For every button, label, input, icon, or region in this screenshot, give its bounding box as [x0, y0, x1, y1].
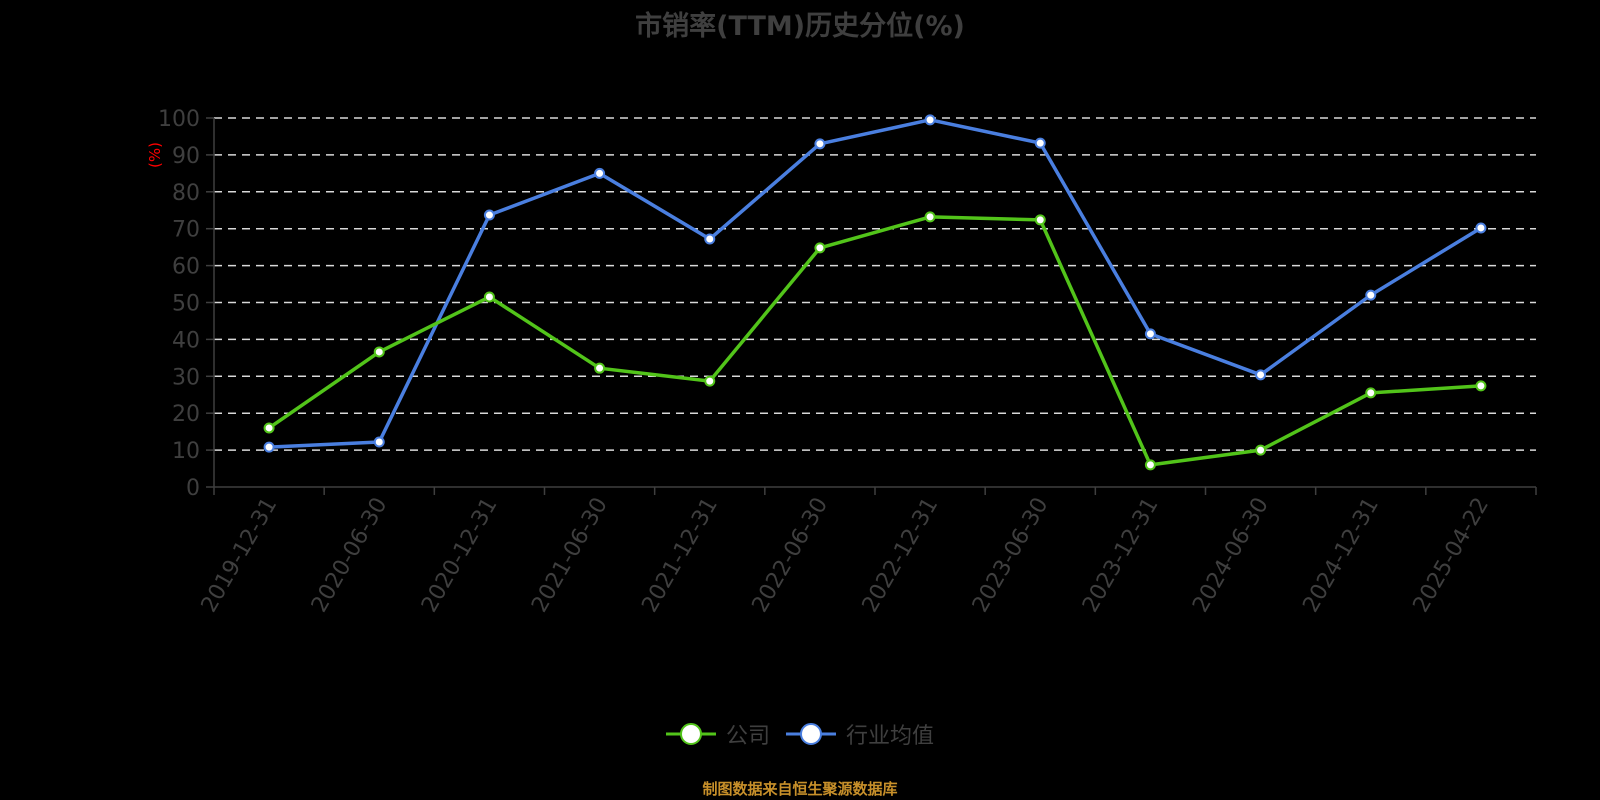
y-axis-label: (%)	[146, 142, 164, 168]
x-tick-label: 2020-06-30	[307, 494, 393, 617]
x-tick-label: 2019-12-31	[197, 494, 283, 617]
data-point[interactable]	[373, 346, 385, 358]
data-point[interactable]	[483, 209, 495, 221]
data-point[interactable]	[924, 114, 936, 126]
x-tick-label: 2025-04-22	[1409, 494, 1495, 617]
data-point[interactable]	[1475, 380, 1487, 392]
x-tick-label: 2022-06-30	[748, 494, 834, 617]
data-point[interactable]	[1475, 222, 1487, 234]
data-point[interactable]	[1365, 289, 1377, 301]
legend: 公司 行业均值	[0, 718, 1600, 750]
data-source-note: 制图数据来自恒生聚源数据库	[702, 780, 898, 798]
data-point[interactable]	[263, 441, 275, 453]
series-line	[268, 215, 1482, 467]
legend-label: 行业均值	[846, 724, 935, 749]
data-point[interactable]	[704, 375, 716, 387]
data-point[interactable]	[1034, 214, 1046, 226]
y-tick-label: 50	[172, 292, 200, 317]
legend-label: 公司	[725, 724, 770, 749]
data-point[interactable]	[924, 211, 936, 223]
x-tick-label: 2022-12-31	[858, 494, 944, 617]
x-tick-label: 2023-06-30	[968, 494, 1054, 617]
y-tick-label: 70	[172, 218, 200, 243]
chart-title: 市销率(TTM)历史分位(%)	[635, 11, 965, 42]
data-point[interactable]	[1255, 444, 1267, 456]
data-point[interactable]	[263, 422, 275, 434]
legend-item-industry-avg[interactable]: 行业均值	[786, 718, 934, 750]
y-tick-label: 80	[172, 181, 200, 206]
legend-item-company[interactable]: 公司	[665, 718, 770, 750]
legend-marker-icon	[665, 723, 716, 745]
data-point[interactable]	[1365, 387, 1377, 399]
y-tick-label: 40	[172, 328, 200, 353]
data-point[interactable]	[483, 291, 495, 303]
x-tick-label: 2024-12-31	[1298, 494, 1384, 617]
legend-marker-icon	[786, 723, 836, 745]
y-tick-label: 10	[172, 439, 200, 464]
y-tick-label: 100	[158, 107, 200, 132]
data-point[interactable]	[704, 233, 716, 245]
data-point[interactable]	[594, 167, 606, 179]
y-tick-label: 0	[186, 476, 200, 501]
y-tick-label: 30	[172, 365, 200, 390]
data-point[interactable]	[1144, 328, 1156, 340]
x-tick-label: 2020-12-31	[417, 494, 503, 617]
data-point[interactable]	[594, 362, 606, 374]
data-point[interactable]	[1255, 369, 1267, 381]
y-tick-label: 60	[172, 255, 200, 280]
data-point[interactable]	[373, 436, 385, 448]
series-line	[269, 118, 1482, 449]
y-tick-label: 20	[172, 402, 200, 427]
x-tick-label: 2021-12-31	[637, 494, 723, 617]
x-tick-label: 2023-12-31	[1078, 494, 1164, 617]
x-tick-label: 2021-06-30	[527, 494, 613, 617]
data-point[interactable]	[814, 242, 826, 254]
x-tick-label: 2024-06-30	[1188, 494, 1274, 617]
y-tick-label: 90	[172, 144, 200, 169]
data-point[interactable]	[814, 138, 826, 150]
data-point[interactable]	[1144, 459, 1156, 471]
data-point[interactable]	[1034, 137, 1046, 149]
